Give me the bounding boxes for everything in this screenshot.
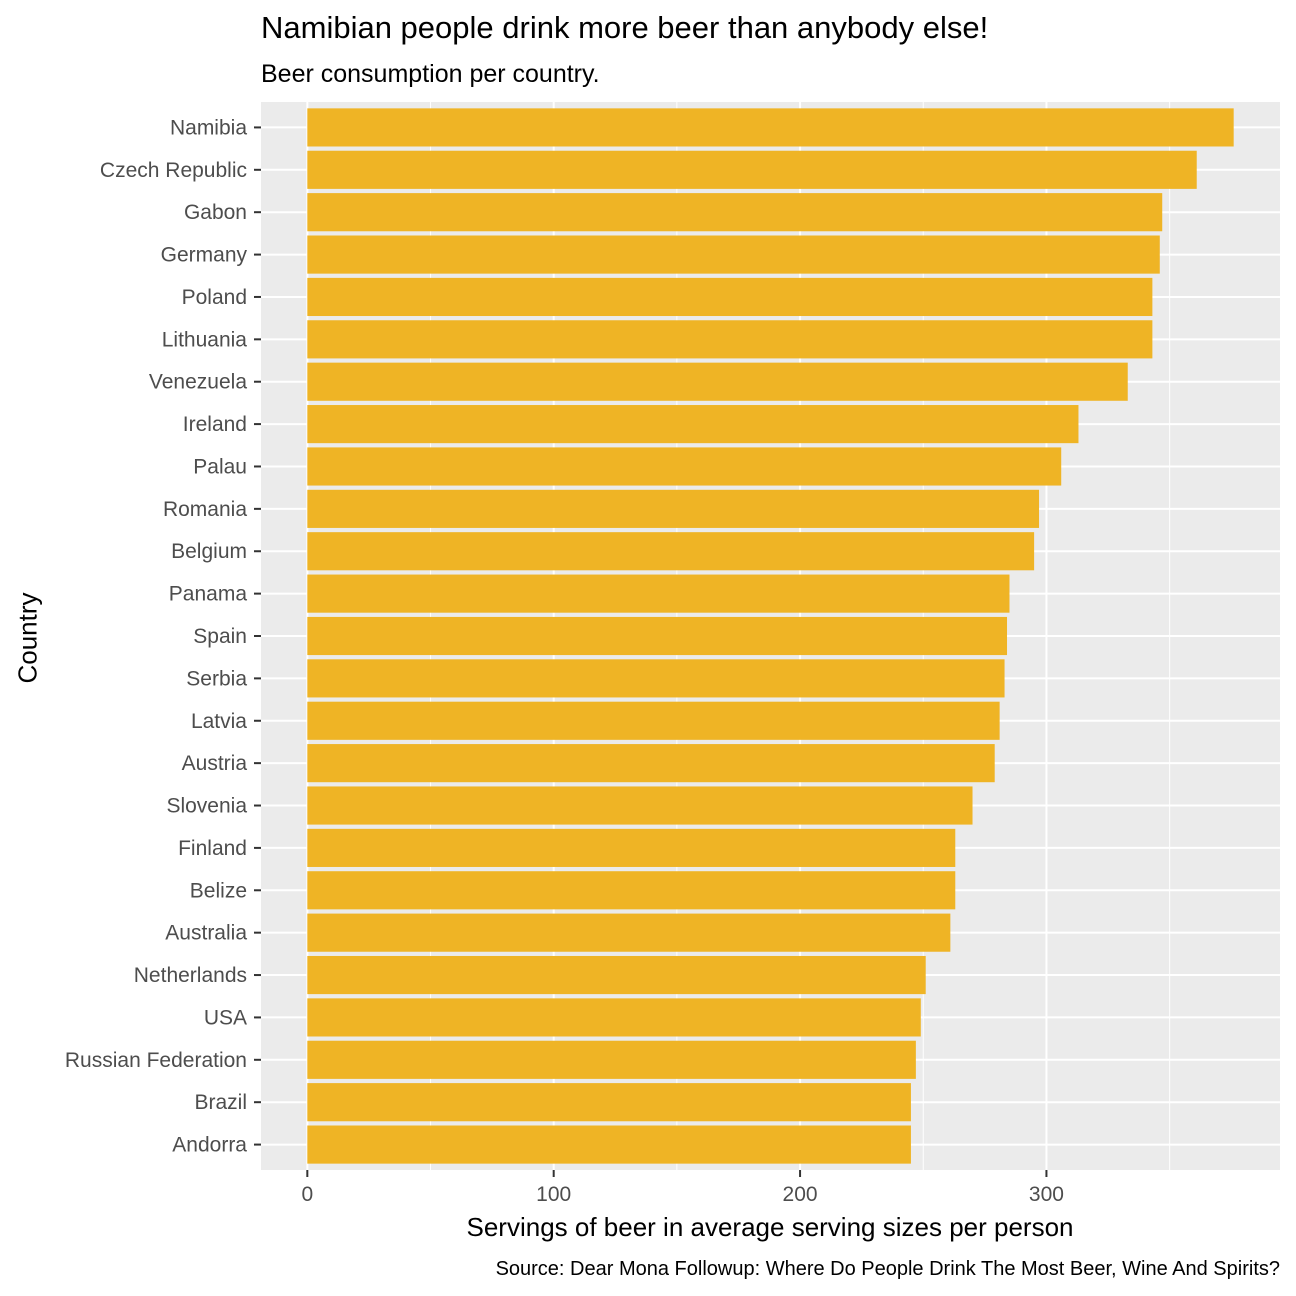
y-tick-label: Finland [178,837,247,860]
bar [307,616,1008,656]
y-tick-label: Belgium [171,540,247,563]
bar [307,1040,916,1079]
bar [307,405,1079,444]
y-tick-label: Australia [165,922,247,945]
y-tick-label: Andorra [172,1134,247,1157]
bar [307,828,956,867]
y-tick-label: Namibia [170,116,247,139]
y-tick-label: Germany [161,244,248,267]
chart-title: Namibian people drink more beer than any… [261,10,989,45]
y-axis-label: Country [12,592,43,684]
bar [307,320,1153,359]
bar [307,235,1160,274]
bar [307,913,951,952]
x-tick-label: 0 [301,1183,313,1206]
bar-layer [307,108,1234,1164]
bar [307,701,1000,740]
y-tick-label: Romania [163,498,247,521]
bar [307,998,921,1037]
y-tick-label: USA [204,1006,247,1029]
y-tick-label: Ireland [183,413,247,436]
axis-layer: Namibia Czech Republic Gabon Germany Poland L… [65,116,1064,1206]
y-tick-label: Slovenia [166,795,247,818]
bar [307,574,1010,613]
x-tick-label: 300 [1029,1183,1064,1206]
bar [307,744,995,783]
bar [307,277,1153,317]
chart-subtitle: Beer consumption per country. [261,60,600,88]
y-tick-label: Panama [169,583,248,606]
bar [307,193,1163,232]
y-tick-label: Venezuela [149,371,247,394]
chart-caption: Source: Dear Mona Followup: Where Do Peo… [495,1258,1280,1280]
y-tick-label: Poland [182,286,247,309]
y-tick-label: Brazil [194,1091,247,1114]
bar [307,786,973,825]
bar [307,489,1040,528]
x-tick-label: 100 [536,1183,571,1206]
bar [307,659,1005,698]
y-tick-label: Belize [190,879,247,902]
y-tick-label: Russian Federation [65,1049,247,1072]
bar [307,1125,911,1164]
bar [307,871,956,910]
y-tick-label: Palau [193,455,247,478]
bar [307,362,1128,401]
x-tick-label: 200 [783,1183,818,1206]
bar [307,108,1234,147]
x-axis-label: Servings of beer in average serving size… [466,1212,1074,1242]
y-tick-label: Austria [182,752,248,775]
bar [307,532,1035,571]
y-tick-label: Latvia [191,710,247,733]
y-tick-label: Gabon [184,201,247,224]
y-tick-label: Spain [193,625,247,648]
bar [307,150,1197,189]
bar [307,955,926,995]
y-tick-label: Netherlands [134,964,247,987]
y-tick-label: Lithuania [162,328,248,351]
y-tick-label: Serbia [186,667,247,690]
y-tick-label: Czech Republic [100,159,247,182]
bar [307,447,1062,486]
bar [307,1083,911,1122]
